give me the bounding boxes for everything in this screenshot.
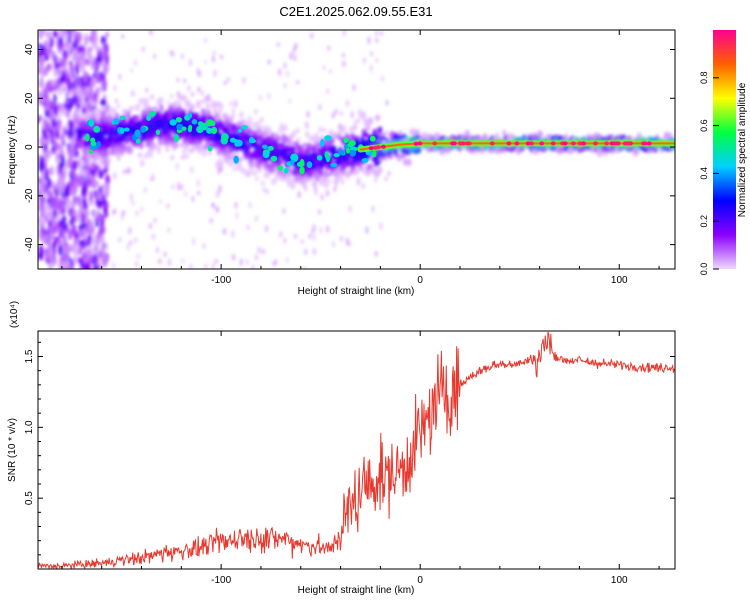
spectrogram-frame [37, 29, 676, 270]
spectrogram-ticks: -100 0 100 -40 -20 0 20 40 [24, 30, 675, 286]
spectrogram-ytick-label: 0 [24, 144, 35, 150]
snr-ytick-label: 1.5 [24, 349, 35, 363]
colorbar-tick-label: 0.0 [699, 263, 709, 276]
spectrogram-xtick-label: 100 [611, 275, 628, 286]
snr-panel: -100 0 100 0.5 1.0 1.5 Height of straight lin… [7, 301, 676, 596]
snr-ytick-label: 1.0 [24, 420, 35, 434]
spectrogram-ylabel: Frequency (Hz) [7, 116, 18, 185]
colorbar-tick-label: 0.6 [699, 119, 709, 132]
spectrogram-xlabel: Height of straight line (km) [298, 286, 415, 297]
snr-frame [37, 330, 676, 570]
spectrogram-xtick-label: -100 [211, 275, 231, 286]
snr-xtick-label: 100 [611, 575, 628, 586]
snr-series-line [38, 331, 675, 569]
snr-xlabel: Height of straight line (km) [298, 585, 415, 596]
spectrogram-xtick-label: 0 [417, 275, 423, 286]
spectrogram-ytick-label: -40 [24, 237, 35, 252]
spectrogram-panel: -100 0 100 -40 -20 0 20 40 Height of straight l… [7, 29, 676, 297]
colorbar: 0.0 0.2 0.4 0.6 0.8 Normalized spectral ampl… [699, 30, 748, 275]
spectrogram-ytick-label: -20 [24, 188, 35, 203]
colorbar-ticks: 0.0 0.2 0.4 0.6 0.8 [699, 72, 719, 276]
snr-ytick-label: 0.5 [24, 491, 35, 505]
snr-scale-note: (x10⁴) [9, 301, 20, 328]
colorbar-scale [713, 30, 736, 269]
spectrogram-ytick-label: 40 [24, 44, 35, 56]
figure-title: C2E1.2025.062.09.55.E31 [279, 4, 432, 19]
spectrogram-heatmap [38, 30, 675, 269]
snr-xtick-label: -100 [211, 575, 231, 586]
colorbar-tick-label: 0.2 [699, 215, 709, 228]
snr-ticks: -100 0 100 0.5 1.0 1.5 [24, 331, 675, 586]
spectrogram-ytick-label: 20 [24, 92, 35, 104]
colorbar-label: Normalized spectral amplitude [737, 82, 748, 217]
colorbar-tick-label: 0.4 [699, 167, 709, 180]
colorbar-tick-label: 0.8 [699, 72, 709, 85]
snr-xtick-label: 0 [417, 575, 423, 586]
snr-ylabel: SNR (10 * v/v) [7, 418, 18, 482]
